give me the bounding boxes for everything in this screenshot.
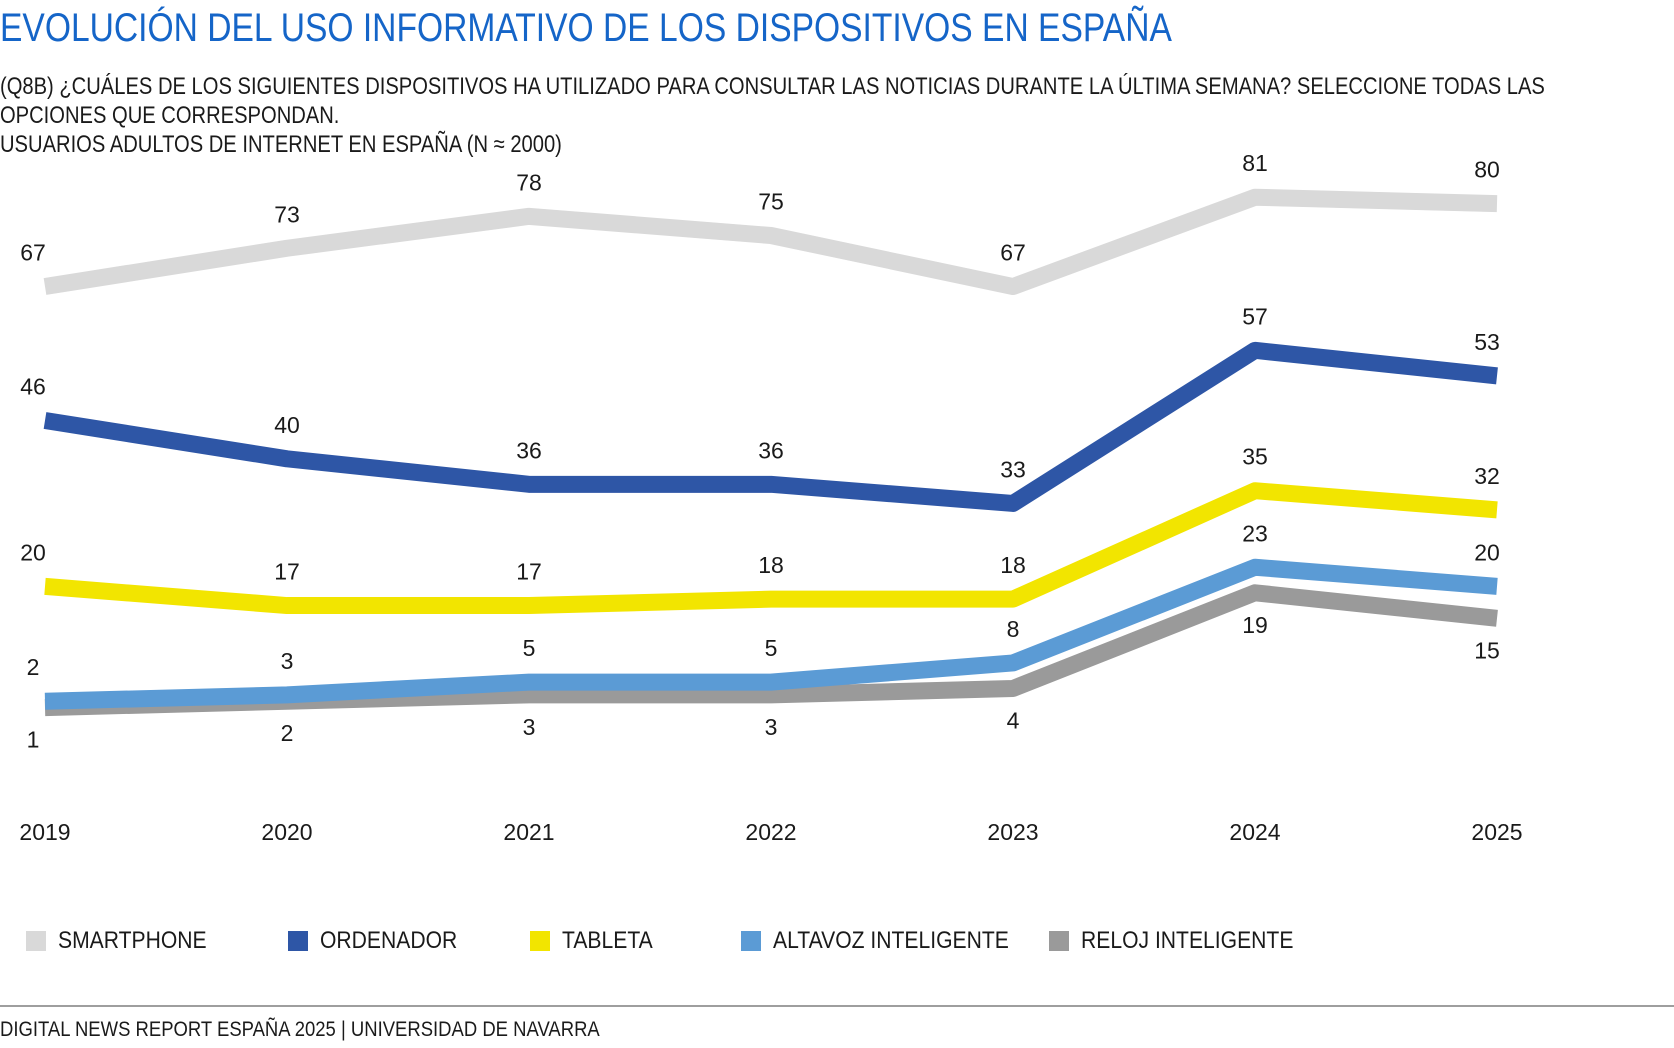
- data-label-ordenador-2021: 36: [516, 437, 542, 463]
- data-label-tableta-2021: 17: [516, 559, 542, 585]
- data-label-tableta-2024: 35: [1242, 444, 1268, 470]
- survey-question: (Q8B) ¿CUÁLES DE LOS SIGUIENTES DISPOSIT…: [0, 73, 1545, 129]
- data-label-ordenador-2025: 53: [1474, 329, 1500, 355]
- sample-description: USUARIOS ADULTOS DE INTERNET EN ESPAÑA (…: [0, 131, 562, 158]
- data-label-altavoz-inteligente-2020: 3: [281, 648, 294, 674]
- data-label-smartphone-2023: 67: [1000, 240, 1026, 266]
- legend-label-tableta: TABLETA: [562, 927, 653, 954]
- x-tick-label-2022: 2022: [745, 819, 796, 845]
- data-label-ordenador-2022: 36: [758, 437, 784, 463]
- data-label-smartphone-2022: 75: [758, 189, 784, 215]
- x-tick-label-2024: 2024: [1229, 819, 1280, 845]
- data-label-tableta-2020: 17: [274, 559, 300, 585]
- x-tick-label-2025: 2025: [1471, 819, 1522, 845]
- series-line-smartphone: [43, 188, 1498, 296]
- data-label-altavoz-inteligente-2022: 5: [765, 635, 778, 661]
- data-label-smartphone-2021: 78: [516, 169, 542, 195]
- legend-swatch-ordenador: [288, 931, 308, 951]
- x-tick-label-2019: 2019: [19, 819, 70, 845]
- data-label-smartphone-2025: 80: [1474, 157, 1500, 183]
- chart-subtitle: (Q8B) ¿CUÁLES DE LOS SIGUIENTES DISPOSIT…: [0, 72, 1630, 159]
- data-label-reloj-inteligente-2019: 1: [27, 727, 40, 753]
- data-label-reloj-inteligente-2021: 3: [523, 714, 536, 740]
- chart-title: EVOLUCIÓN DEL USO INFORMATIVO DE LOS DIS…: [0, 6, 1172, 50]
- data-label-reloj-inteligente-2024: 19: [1242, 612, 1268, 638]
- data-label-reloj-inteligente-2022: 3: [765, 714, 778, 740]
- data-label-ordenador-2019: 46: [20, 374, 46, 400]
- data-label-ordenador-2023: 33: [1000, 456, 1026, 482]
- legend-label-smartphone: SMARTPHONE: [58, 927, 207, 954]
- legend-swatch-reloj-inteligente: [1049, 931, 1069, 951]
- series-line-altavoz-inteligente: [44, 558, 1498, 710]
- legend-swatch-altavoz-inteligente: [741, 931, 761, 951]
- data-label-reloj-inteligente-2020: 2: [281, 720, 294, 746]
- data-label-reloj-inteligente-2025: 15: [1474, 637, 1500, 663]
- data-label-tableta-2025: 32: [1474, 463, 1500, 489]
- data-label-tableta-2019: 20: [20, 539, 46, 565]
- legend-label-reloj-inteligente: RELOJ INTELIGENTE: [1081, 927, 1294, 954]
- legend-label-altavoz-inteligente: ALTAVOZ INTELIGENTE: [773, 927, 1009, 954]
- series-line-ordenador: [43, 341, 1498, 512]
- legend-item-tableta: TABLETA: [530, 926, 665, 956]
- data-label-altavoz-inteligente-2023: 8: [1007, 616, 1020, 642]
- legend-item-reloj-inteligente: RELOJ INTELIGENTE: [1049, 926, 1322, 956]
- chart-legend: SMARTPHONE ORDENADOR TABLETA ALTAVOZ INT…: [26, 926, 1626, 956]
- footer-source: DIGITAL NEWS REPORT ESPAÑA 2025 | UNIVER…: [0, 1018, 600, 1041]
- data-label-tableta-2022: 18: [758, 552, 784, 578]
- footer-divider: [0, 1005, 1674, 1007]
- data-label-ordenador-2020: 40: [274, 412, 300, 438]
- legend-item-smartphone: SMARTPHONE: [26, 926, 227, 956]
- data-label-smartphone-2020: 73: [274, 201, 300, 227]
- x-tick-label-2023: 2023: [987, 819, 1038, 845]
- data-label-smartphone-2024: 81: [1242, 150, 1268, 176]
- series-line-tableta: [44, 482, 1498, 615]
- data-label-ordenador-2024: 57: [1242, 303, 1268, 329]
- x-tick-label-2020: 2020: [261, 819, 312, 845]
- legend-item-altavoz-inteligente: ALTAVOZ INTELIGENTE: [741, 926, 1041, 956]
- data-label-altavoz-inteligente-2019: 2: [27, 654, 40, 680]
- data-label-altavoz-inteligente-2024: 23: [1242, 520, 1268, 546]
- data-label-altavoz-inteligente-2021: 5: [523, 635, 536, 661]
- x-tick-label-2021: 2021: [503, 819, 554, 845]
- data-label-altavoz-inteligente-2025: 20: [1474, 539, 1500, 565]
- data-label-reloj-inteligente-2023: 4: [1007, 707, 1020, 733]
- legend-item-ordenador: ORDENADOR: [288, 926, 476, 956]
- data-label-tableta-2023: 18: [1000, 552, 1026, 578]
- legend-label-ordenador: ORDENADOR: [320, 927, 458, 954]
- data-label-smartphone-2019: 67: [20, 240, 46, 266]
- legend-swatch-smartphone: [26, 931, 46, 951]
- legend-swatch-tableta: [530, 931, 550, 951]
